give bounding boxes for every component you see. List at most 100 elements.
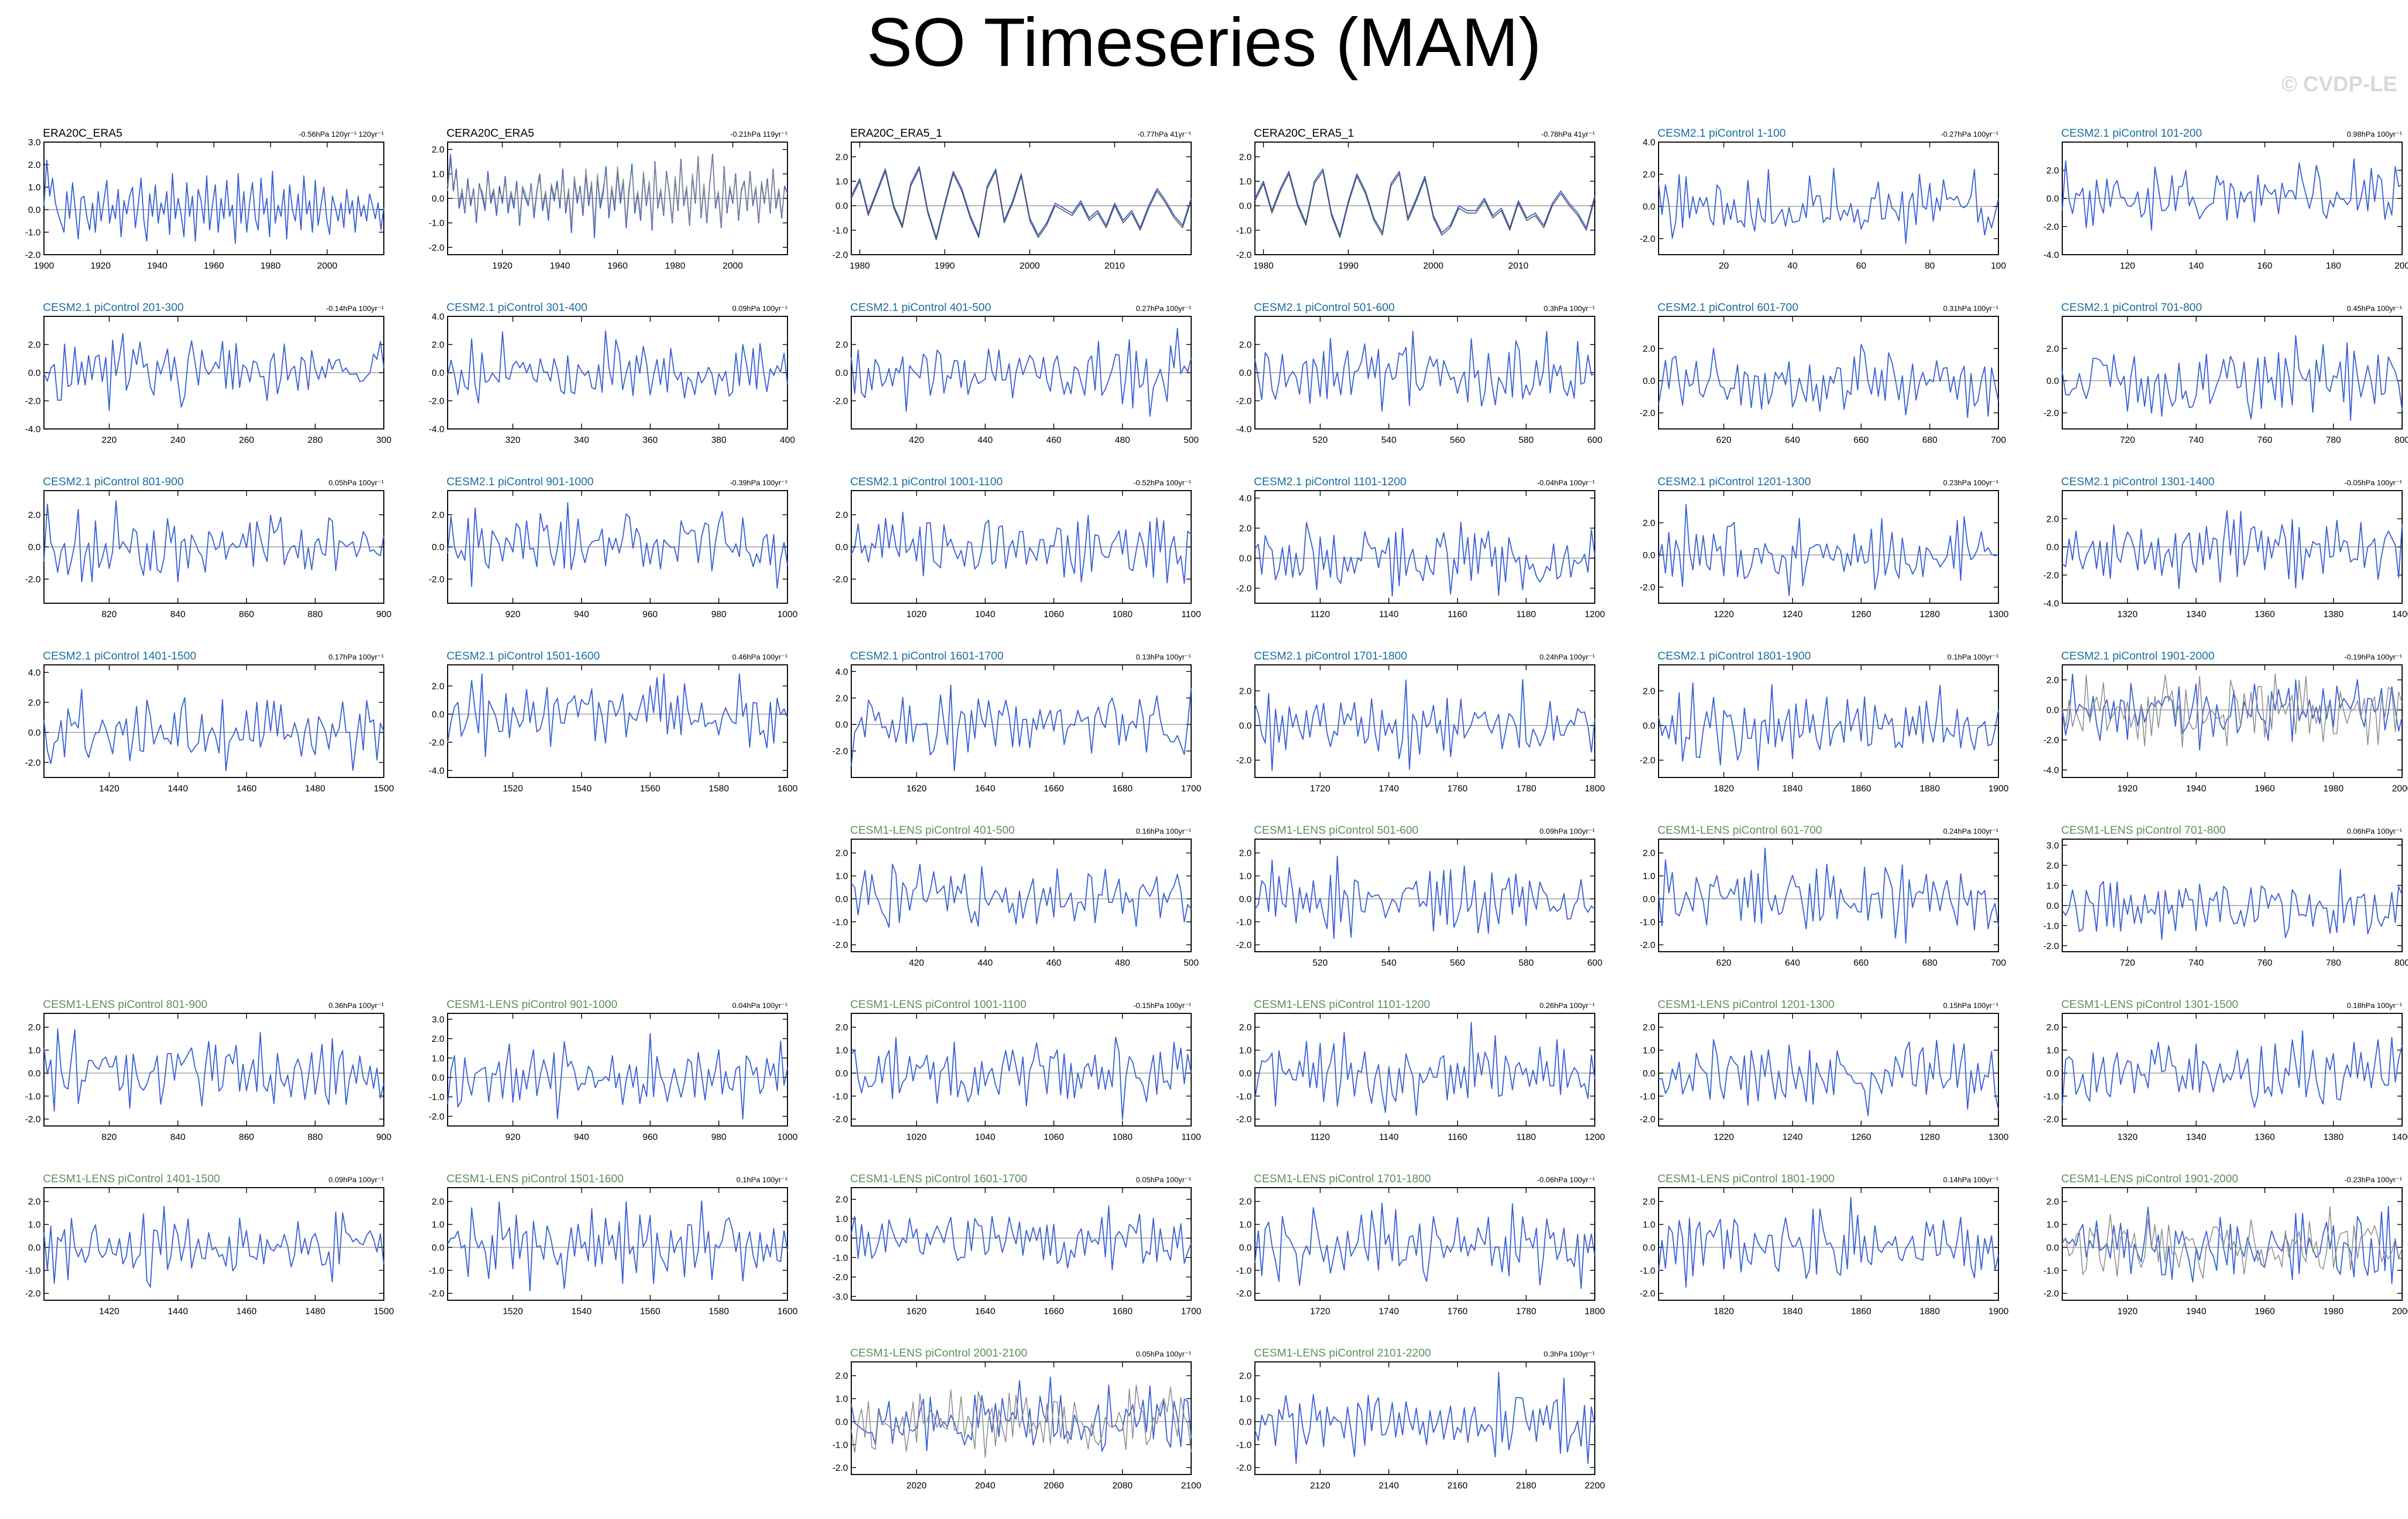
y-tick-label: 1.0	[1239, 871, 1252, 881]
x-tick-label: 1360	[2255, 1132, 2275, 1142]
x-tick-label: 440	[978, 958, 993, 968]
x-tick-label: 420	[909, 958, 924, 968]
x-tick-label: 1460	[236, 783, 257, 794]
x-tick-label: 880	[308, 1132, 323, 1142]
y-tick-label: -1.0	[429, 1092, 444, 1102]
y-tick-label: -1.0	[833, 1253, 848, 1263]
y-tick-label: -2.0	[833, 1463, 848, 1473]
y-tick-label: 2.0	[28, 698, 41, 708]
chart-panel: CESM1-LENS piControl 901-1000 0.04hPa 100…	[429, 998, 798, 1142]
x-tick-label: 240	[170, 435, 185, 445]
y-tick-label: -2.0	[1236, 396, 1252, 406]
series-line	[2062, 335, 2403, 421]
panel-title: CESM1-LENS piControl 1101-1200	[1254, 998, 1430, 1011]
y-tick-label: -2.0	[833, 574, 848, 584]
x-tick-label: 180	[2326, 261, 2341, 271]
y-tick-label: 2.0	[2046, 166, 2059, 176]
x-tick-label: 1960	[607, 261, 628, 271]
panel-title: CESM2.1 piControl 1801-1900	[1658, 650, 1811, 662]
series-line	[1254, 1372, 1595, 1464]
x-tick-label: 1020	[906, 609, 927, 619]
x-tick-label: 1020	[906, 1132, 927, 1142]
y-tick-label: -2.0	[429, 574, 444, 584]
y-tick-label: 0.0	[28, 1068, 41, 1078]
panel-title: CESM1-LENS piControl 801-900	[43, 998, 207, 1011]
trend-label: 0.05hPa 100yr⁻¹	[1136, 1175, 1191, 1184]
y-tick-label: -1.0	[2043, 1091, 2059, 1101]
x-tick-label: 600	[1587, 435, 1602, 445]
y-tick-label: 2.0	[835, 510, 848, 520]
trend-label: -0.27hPa 100yr⁻¹	[1941, 130, 1998, 138]
x-tick-label: 1320	[2117, 609, 2138, 619]
x-tick-label: 360	[643, 435, 658, 445]
x-tick-label: 1200	[1585, 1132, 1605, 1142]
panel-title: CESM2.1 piControl 701-800	[2061, 301, 2202, 314]
y-tick-label: 2.0	[835, 1022, 848, 1033]
panel-title: CESM1-LENS piControl 1801-1900	[1658, 1173, 1834, 1185]
x-tick-label: 2060	[1044, 1480, 1064, 1491]
x-tick-label: 1380	[2323, 609, 2344, 619]
x-tick-label: 1360	[2255, 609, 2275, 619]
y-tick-label: 4.0	[28, 668, 41, 678]
x-tick-label: 400	[780, 435, 795, 445]
chart-panel: CESM2.1 piControl 1101-1200 -0.04hPa 100y…	[1236, 476, 1605, 619]
y-tick-label: 2.0	[1239, 848, 1252, 858]
chart-panel: CESM2.1 piControl 1501-1600 0.46hPa 100yr…	[429, 650, 798, 794]
chart-panel: CESM1-LENS piControl 1901-2000 -0.23hPa 1…	[2043, 1173, 2408, 1316]
x-tick-label: 500	[1184, 435, 1199, 445]
y-tick-label: -2.0	[429, 1288, 444, 1299]
y-tick-label: -1.0	[1236, 225, 1252, 235]
panel-title: CESM1-LENS piControl 701-800	[2061, 824, 2226, 836]
x-tick-label: 1920	[2117, 783, 2138, 794]
y-tick-label: 2.0	[835, 848, 848, 858]
y-tick-label: 1.0	[1239, 1394, 1252, 1404]
x-tick-label: 640	[1785, 958, 1800, 968]
y-tick-label: 0.0	[1239, 894, 1252, 904]
panel-title: CESM2.1 piControl 1201-1300	[1658, 476, 1811, 488]
x-tick-label: 1160	[1448, 609, 1468, 619]
x-tick-label: 1980	[850, 261, 870, 271]
x-tick-label: 980	[711, 609, 726, 619]
chart-panel: CESM2.1 piControl 901-1000 -0.39hPa 100yr…	[429, 476, 798, 619]
x-tick-label: 1960	[2255, 783, 2275, 794]
y-tick-label: 0.0	[835, 368, 848, 378]
y-tick-label: 2.0	[432, 510, 444, 520]
y-tick-label: -4.0	[2043, 765, 2059, 775]
y-tick-label: -2.0	[2043, 1114, 2059, 1124]
y-tick-label: -2.0	[1640, 234, 1655, 244]
series-line	[447, 330, 788, 404]
y-tick-label: -2.0	[1236, 940, 1252, 950]
chart-panel: CESM2.1 piControl 201-300 -0.14hPa 100yr⁻…	[25, 301, 391, 445]
x-tick-label: 580	[1519, 958, 1534, 968]
panel-title: CESM2.1 piControl 1601-1700	[850, 650, 1004, 662]
x-tick-label: 980	[711, 1132, 726, 1142]
series-line	[1658, 1197, 1999, 1288]
panel-title: CESM1-LENS piControl 2101-2200	[1254, 1347, 1431, 1359]
x-tick-label: 1080	[1112, 609, 1133, 619]
x-tick-label: 1740	[1379, 1306, 1399, 1316]
y-tick-label: 2.0	[2046, 675, 2059, 685]
series-line	[43, 159, 384, 244]
x-tick-label: 740	[2189, 958, 2204, 968]
y-tick-label: 0.0	[1239, 368, 1252, 378]
plot-frame	[1658, 316, 1999, 429]
y-tick-label: 0.0	[1239, 1417, 1252, 1427]
y-tick-label: 2.0	[1239, 1197, 1252, 1207]
plot-frame	[447, 1013, 788, 1127]
series-line	[447, 673, 788, 757]
y-tick-label: 0.0	[1239, 1242, 1252, 1253]
x-tick-label: 1040	[975, 1132, 995, 1142]
series-line	[851, 328, 1192, 417]
trend-label: 0.36hPa 100yr⁻¹	[329, 1001, 384, 1010]
y-tick-label: 1.0	[1643, 1220, 1655, 1230]
x-tick-label: 1720	[1310, 1306, 1331, 1316]
series-line	[851, 168, 1192, 241]
y-tick-label: -4.0	[2043, 250, 2059, 260]
x-tick-label: 1760	[1447, 783, 1468, 794]
plot-frame	[1254, 142, 1595, 255]
trend-label: 0.13hPa 100yr⁻¹	[1136, 653, 1191, 661]
y-tick-label: 2.0	[432, 145, 444, 155]
series-line	[2062, 510, 2403, 589]
plot-frame	[1658, 142, 1999, 255]
x-tick-label: 1900	[1988, 783, 2009, 794]
